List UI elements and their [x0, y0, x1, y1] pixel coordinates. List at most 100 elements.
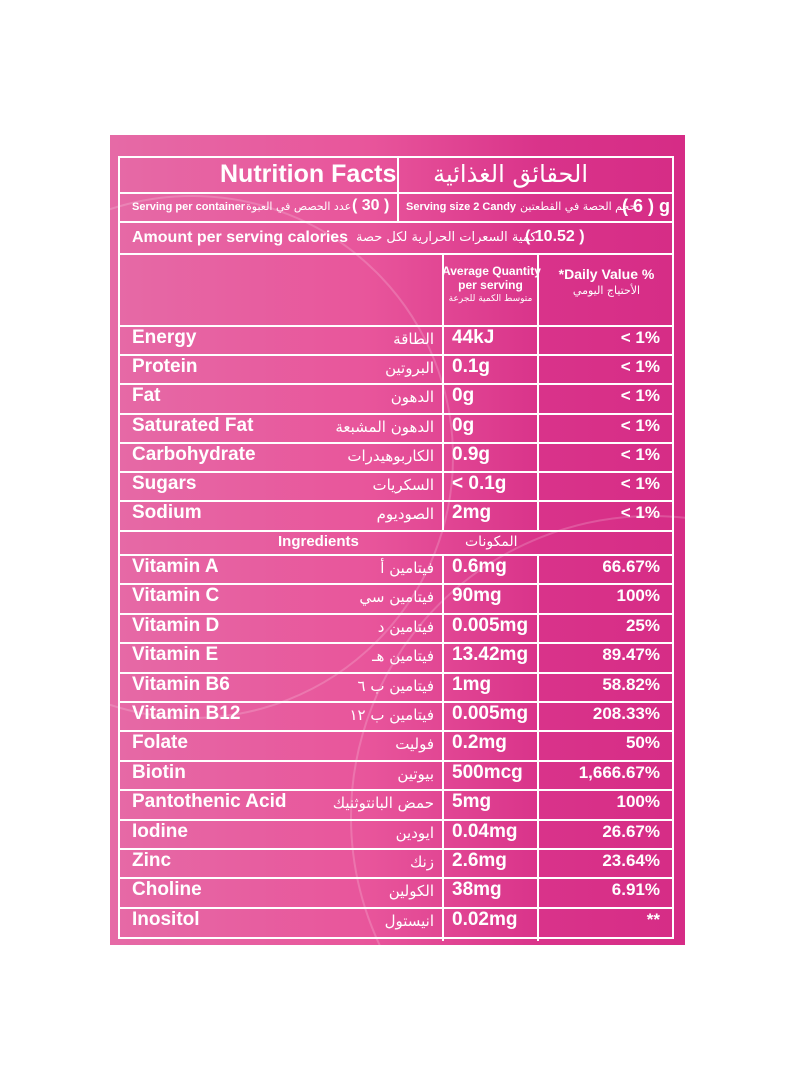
serving-size-value: ( 6 ) g	[622, 196, 670, 216]
row-label-english: Carbohydrate	[132, 443, 256, 465]
serving-size-arabic: حجم الحصة في القطعتين	[520, 200, 637, 213]
avg-quantity-header-line2: per serving	[458, 278, 523, 292]
row-daily-value: < 1%	[620, 503, 660, 523]
row-label-english: Vitamin B6	[132, 673, 230, 695]
row-label-english: Iodine	[132, 820, 188, 842]
row-label-english: Saturated Fat	[132, 414, 254, 436]
title-arabic: الحقائق الغذائية	[433, 160, 588, 188]
row-daily-value: 25%	[625, 615, 660, 635]
row-daily-value: < 1%	[620, 386, 660, 406]
row-daily-value: 6.91%	[611, 880, 660, 900]
row-quantity: 1mg	[452, 673, 492, 695]
row-quantity: 0g	[452, 385, 475, 407]
row-daily-value: 100%	[616, 792, 660, 812]
row-quantity: 0.005mg	[452, 614, 529, 636]
row-label-arabic: فوليت	[395, 735, 434, 754]
row-quantity: 0.02mg	[452, 908, 518, 930]
row-daily-value: 50%	[625, 733, 660, 753]
row-quantity: 2mg	[452, 502, 492, 524]
row-quantity: 90mg	[452, 585, 502, 607]
row-quantity: 0.6mg	[452, 556, 507, 577]
row-label-arabic: فيتامين ب ١٢	[349, 706, 434, 724]
daily-value-header-arabic: الأحتياج اليومي	[572, 284, 641, 297]
ingredients-header: Ingredients	[278, 533, 359, 550]
row-label-english: Vitamin D	[132, 614, 220, 636]
row-daily-value: < 1%	[620, 444, 660, 464]
row-quantity: < 0.1g	[452, 473, 507, 494]
calories-value: ( 10.52 )	[525, 228, 585, 245]
calories-label: Amount per serving calories	[132, 229, 349, 246]
row-label-english: Folate	[132, 732, 188, 754]
row-daily-value: 208.33%	[592, 704, 660, 723]
row-label-english: Inositol	[132, 908, 200, 930]
serving-per-container-arabic: عدد الحصص في العبوة	[246, 200, 352, 213]
calories-arabic: كمية السعرات الحرارية لكل حصة	[356, 230, 537, 245]
row-label-english: Pantothenic Acid	[132, 791, 287, 813]
row-quantity: 0.005mg	[452, 703, 529, 724]
row-daily-value: < 1%	[620, 474, 660, 493]
row-label-english: Vitamin C	[132, 585, 220, 607]
row-quantity: 0.9g	[452, 443, 491, 465]
row-quantity: 38mg	[452, 879, 502, 901]
daily-value-header: *Daily Value %	[558, 266, 655, 282]
row-quantity: 0.2mg	[452, 732, 507, 754]
row-label-arabic: الصوديوم	[376, 505, 434, 524]
row-daily-value: 26.67%	[602, 821, 660, 841]
row-label-arabic: بيوتين	[397, 764, 434, 783]
row-quantity: 0.04mg	[452, 820, 518, 842]
row-label-english: Fat	[132, 385, 161, 407]
row-daily-value: 100%	[616, 586, 660, 606]
row-label-arabic: فيتامين أ	[380, 559, 434, 577]
row-daily-value: < 1%	[620, 328, 660, 347]
row-label-arabic: فيتامين هـ	[372, 647, 434, 666]
row-label-english: Choline	[132, 879, 202, 901]
row-label-arabic: الدهون المشبعة	[335, 417, 434, 436]
row-label-english: Sugars	[132, 473, 197, 494]
row-label-arabic: زنك	[409, 853, 434, 871]
row-label-arabic: السكريات	[372, 476, 434, 494]
row-label-arabic: انيستول	[384, 911, 434, 930]
nutrition-label-panel: Nutrition Facts الحقائق الغذائية Serving…	[110, 135, 685, 945]
row-label-english: Biotin	[132, 761, 186, 783]
row-daily-value: 89.47%	[602, 645, 660, 665]
row-daily-value: 23.64%	[602, 851, 660, 870]
row-quantity: 0g	[452, 414, 475, 436]
row-quantity: 500mcg	[452, 761, 523, 783]
row-quantity: 2.6mg	[452, 850, 507, 871]
serving-per-container-value: ( 30 )	[352, 197, 390, 214]
row-label-english: Zinc	[132, 850, 172, 871]
row-daily-value: 1,666.67%	[578, 762, 660, 782]
title-english: Nutrition Facts	[220, 160, 397, 188]
row-quantity: 44kJ	[452, 327, 495, 348]
row-label-arabic: الكاربوهيدرات	[347, 446, 434, 465]
ingredients-header-arabic: المكونات	[465, 534, 518, 550]
row-daily-value: **	[646, 909, 660, 929]
row-label-arabic: البروتين	[385, 359, 434, 378]
row-label-arabic: فيتامين سي	[359, 588, 434, 607]
row-label-arabic: فيتامين ب ٦	[357, 676, 435, 695]
row-label-arabic: فيتامين د	[377, 617, 434, 636]
serving-size-label: Serving size 2 Candy	[406, 201, 517, 213]
row-label-arabic: الكولين	[388, 882, 434, 901]
avg-quantity-header-arabic: متوسط الكمية للجرعة	[448, 294, 533, 304]
row-daily-value: < 1%	[620, 357, 660, 377]
row-label-arabic: حمض البانتوثنيك	[332, 794, 434, 813]
row-label-english: Protein	[132, 356, 198, 378]
row-label-english: Vitamin A	[132, 556, 219, 577]
row-label-english: Vitamin B12	[132, 703, 241, 724]
row-quantity: 13.42mg	[452, 644, 529, 666]
row-label-english: Vitamin E	[132, 644, 219, 666]
row-daily-value: 66.67%	[602, 557, 660, 576]
row-daily-value: 58.82%	[602, 674, 660, 694]
row-label-english: Sodium	[132, 502, 202, 524]
row-daily-value: < 1%	[620, 415, 660, 435]
row-label-arabic: ايودين	[395, 823, 434, 842]
avg-quantity-header-line1: Average Quantity	[442, 264, 541, 278]
row-quantity: 5mg	[452, 791, 492, 813]
serving-per-container-label: Serving per container	[132, 201, 246, 213]
row-label-arabic: الطاقة	[393, 330, 434, 348]
row-label-arabic: الدهون	[390, 388, 434, 407]
row-label-english: Energy	[132, 327, 197, 348]
row-quantity: 0.1g	[452, 356, 491, 378]
nutrition-facts-table: Nutrition Facts الحقائق الغذائية Serving…	[118, 156, 674, 941]
